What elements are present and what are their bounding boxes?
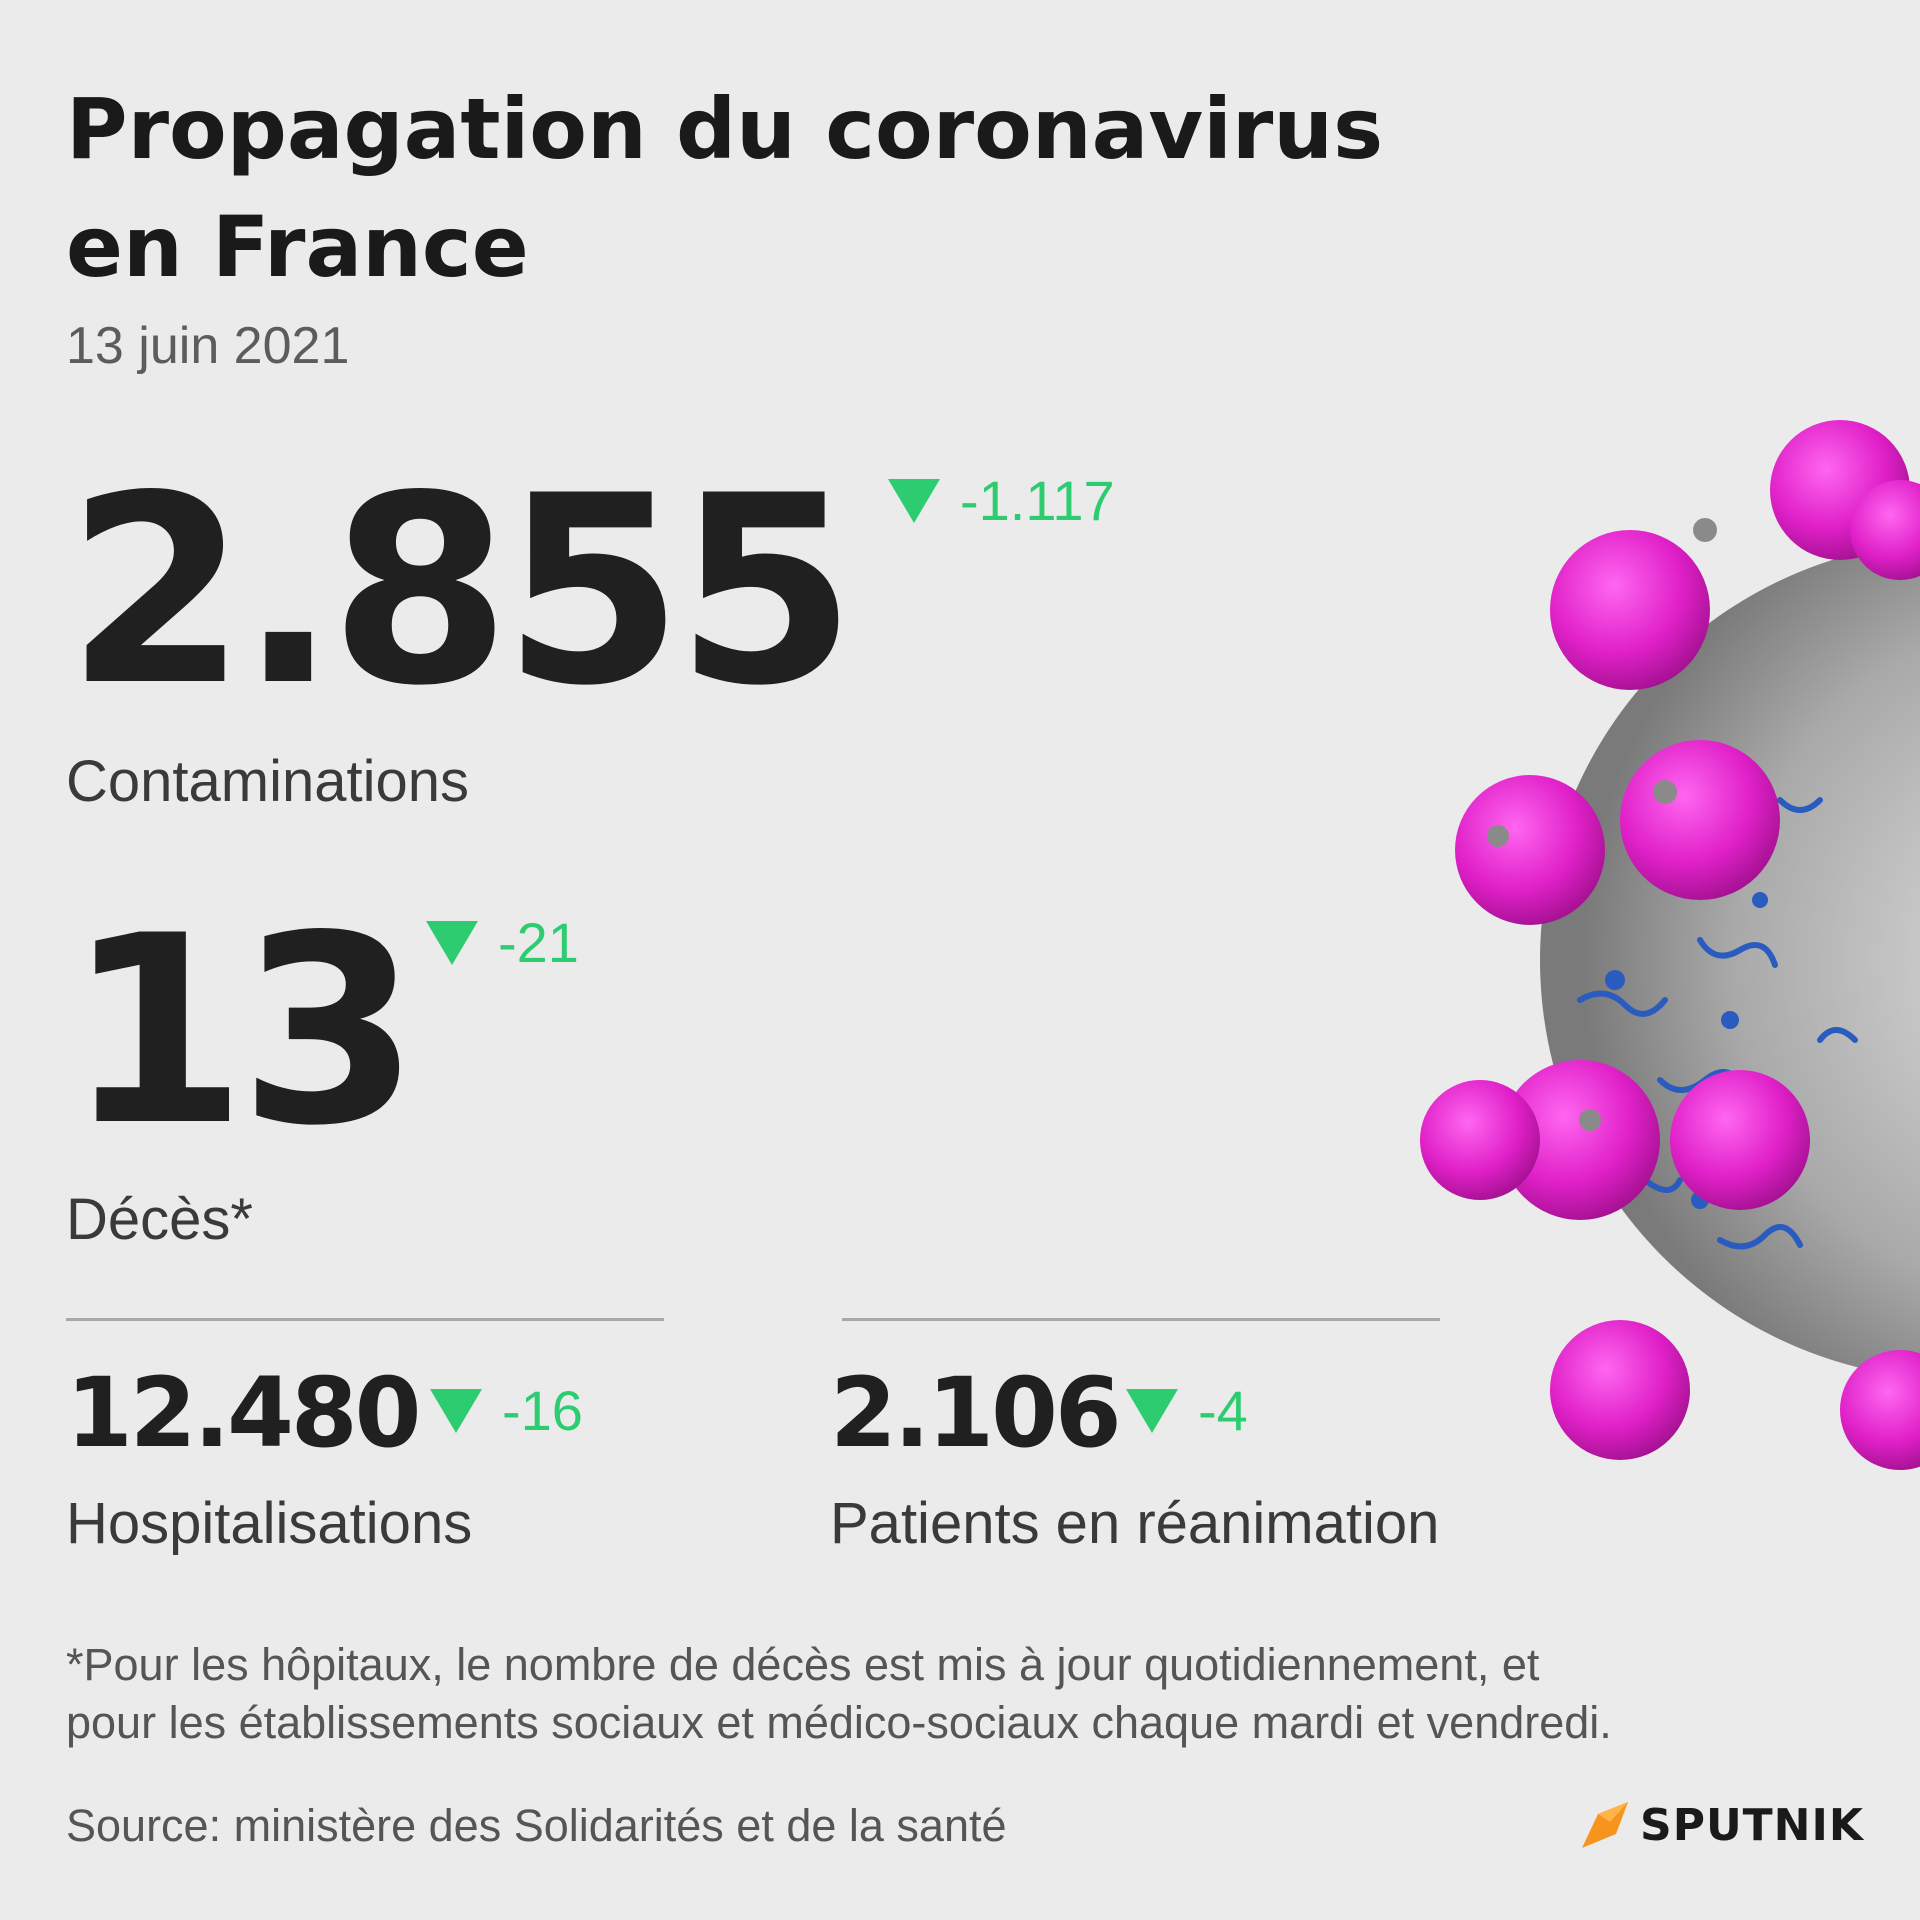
hospitalisations-label: Hospitalisations [66, 1491, 473, 1556]
deces-label: Décès* [66, 1187, 253, 1252]
page-title: Propagation du coronavirus en France [66, 70, 1466, 306]
down-triangle-icon [1126, 1388, 1178, 1433]
hospitalisations-delta: -16 [430, 1378, 583, 1443]
down-triangle-icon [426, 920, 478, 965]
contaminations-label: Contaminations [66, 749, 469, 814]
contaminations-delta: -1.117 [888, 468, 1115, 533]
divider-left [66, 1318, 664, 1321]
sputnik-logo: SPUTNIK [1576, 1796, 1864, 1854]
divider-right [842, 1318, 1440, 1321]
down-triangle-icon [430, 1388, 482, 1433]
down-triangle-icon [888, 478, 940, 523]
footnote-line-2: pour les établissements sociaux et médic… [66, 1697, 1612, 1748]
spike-tips [1487, 518, 1717, 1131]
contaminations-delta-value: -1.117 [960, 469, 1115, 532]
sputnik-logo-text: SPUTNIK [1640, 1799, 1864, 1851]
title-line-1: Propagation du coronavirus [66, 80, 1384, 178]
reanimation-delta-value: -4 [1198, 1379, 1248, 1442]
deces-value: 13 [66, 881, 420, 1183]
coronavirus-illustration [1420, 420, 1920, 1470]
contaminations-value: 2.855 [66, 441, 856, 743]
reanimation-value: 2.106 [830, 1357, 1122, 1469]
sputnik-logo-icon [1582, 1802, 1628, 1848]
virus-spikes [1420, 420, 1920, 1470]
hospitalisations-value: 12.480 [66, 1357, 421, 1469]
footnote-line-1: *Pour les hôpitaux, le nombre de décès e… [66, 1639, 1540, 1690]
report-date: 13 juin 2021 [66, 317, 350, 375]
footnote: *Pour les hôpitaux, le nombre de décès e… [66, 1636, 1866, 1752]
reanimation-delta: -4 [1126, 1378, 1248, 1443]
reanimation-label: Patients en réanimation [830, 1491, 1440, 1556]
deces-delta: -21 [426, 910, 579, 975]
source-text: Source: ministère des Solidarités et de … [66, 1800, 1007, 1851]
hospitalisations-delta-value: -16 [502, 1379, 583, 1442]
deces-delta-value: -21 [498, 911, 579, 974]
title-line-2: en France [66, 198, 529, 296]
